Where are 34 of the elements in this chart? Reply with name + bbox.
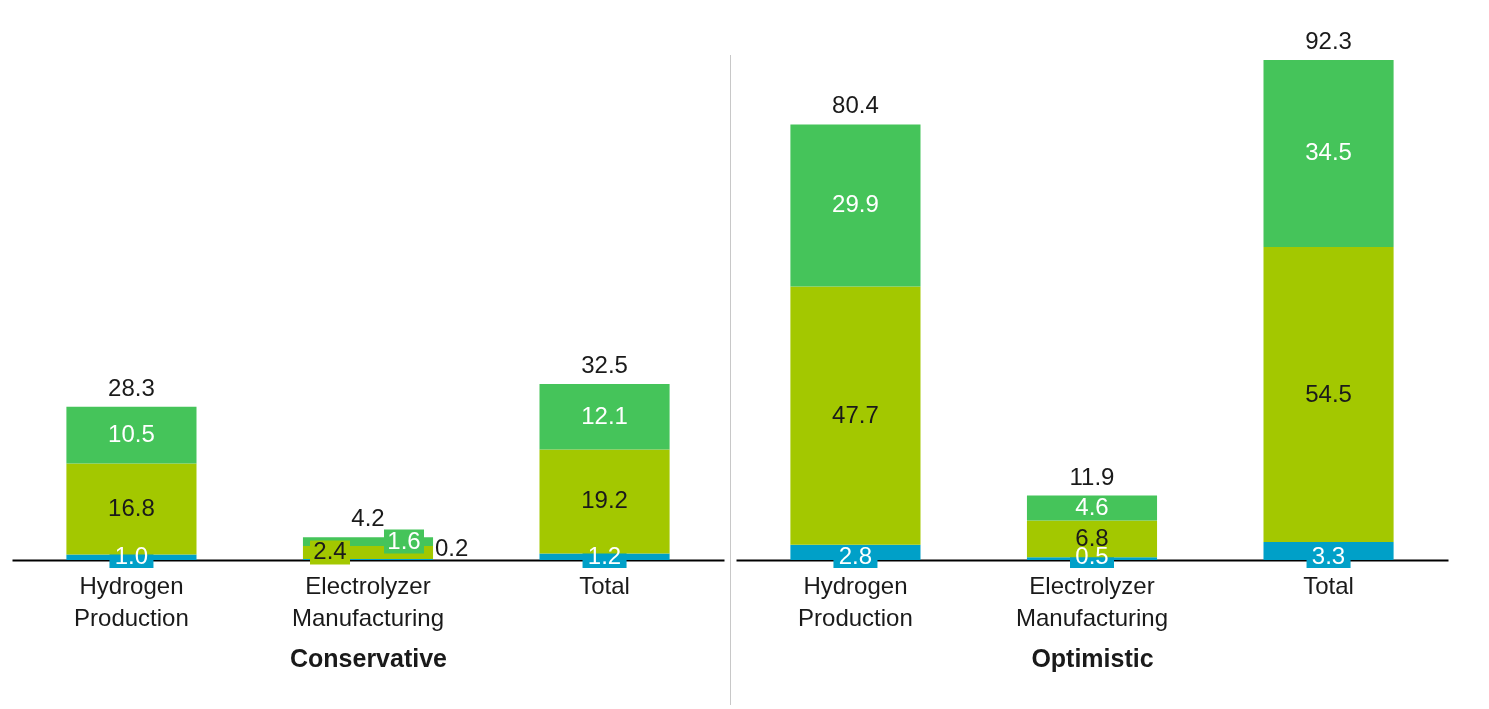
data-label: 4.6 [1075,493,1109,520]
data-label: 29.9 [832,190,879,218]
data-label: 54.5 [1305,379,1352,407]
total-label: 92.3 [1305,27,1352,54]
bar [1263,60,1394,247]
x-tick-label: Electrolyzer Manufacturing [291,571,445,631]
total-label: 4.2 [351,504,385,532]
x-axis-title: Optimistic [1031,643,1154,672]
data-label: 19.2 [581,486,628,514]
total-label: 11.9 [1069,462,1115,490]
data-label: 10.5 [108,420,155,448]
x-axis-title: Conservative [289,643,448,672]
bar [539,383,670,450]
data-label: 2.4 [313,537,347,565]
data-label: 47.7 [832,400,879,428]
bar [66,406,197,464]
data-label: 1.6 [387,526,421,554]
data-label: 34.5 [1305,138,1352,166]
total-label: 28.3 [108,373,155,401]
x-tick-label: Hydrogen Production [798,571,913,631]
x-tick-label: Total [1303,571,1354,599]
bar [790,286,921,545]
bar [1263,246,1394,543]
data-label: 0.2 [435,533,469,561]
data-label: 2.8 [838,542,873,569]
total-label: 32.5 [581,350,628,378]
x-tick-label: Hydrogen Production [74,571,189,631]
total-label: 80.4 [832,91,879,119]
data-label: 12.1 [581,401,628,429]
data-label: 16.8 [108,494,155,522]
x-tick-label: Electrolyzer Manufacturing [1015,571,1169,631]
data-label: 3.3 [1311,542,1346,569]
bar [790,124,921,287]
x-tick-label: Total [579,571,630,599]
